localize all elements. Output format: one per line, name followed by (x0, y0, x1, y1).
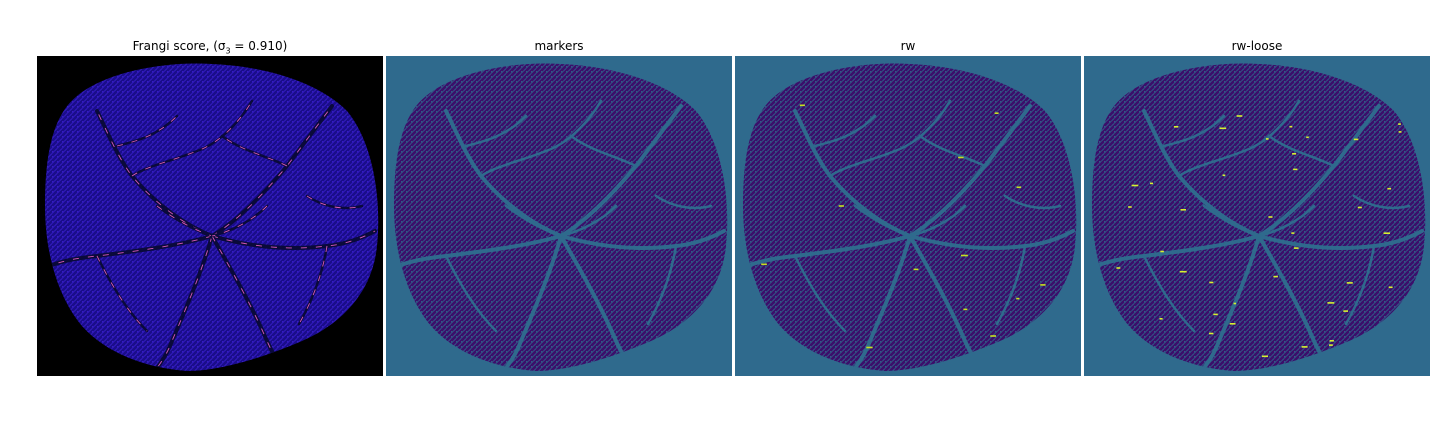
label-speck (1160, 318, 1163, 320)
label-speck (1220, 128, 1227, 130)
label-speck (1180, 271, 1187, 273)
label-speck (1306, 137, 1309, 139)
panel-frangi-image (37, 56, 383, 376)
label-speck (995, 112, 999, 114)
label-speck (1291, 232, 1294, 234)
label-speck (1116, 267, 1120, 269)
panel-title-rw: rw (735, 38, 1081, 54)
label-speck (1294, 247, 1299, 249)
label-speck (839, 205, 844, 207)
label-speck (800, 105, 805, 107)
label-speck (1230, 323, 1236, 325)
label-speck (1016, 298, 1019, 300)
label-speck (1132, 185, 1139, 187)
frangi-image (37, 56, 383, 376)
rw-image (735, 56, 1081, 376)
label-speck (1292, 153, 1296, 155)
label-speck (1234, 303, 1236, 305)
label-speck (1329, 344, 1333, 346)
label-speck (1150, 183, 1153, 185)
panel-markers-image (386, 56, 732, 376)
label-speck (1128, 206, 1132, 208)
label-speck (1040, 284, 1045, 286)
label-speck (1160, 251, 1164, 253)
label-speck (958, 157, 964, 159)
label-speck (1384, 232, 1391, 234)
label-speck (1389, 287, 1393, 289)
label-speck (761, 264, 767, 266)
label-speck (1398, 123, 1401, 125)
label-speck (1290, 126, 1293, 128)
label-speck (1268, 216, 1272, 218)
label-speck (1327, 302, 1334, 304)
label-speck (1347, 282, 1353, 284)
label-speck (1017, 187, 1022, 189)
label-speck (990, 335, 996, 337)
label-speck (1354, 139, 1359, 141)
label-speck (963, 309, 967, 311)
panel-rw-image (735, 56, 1081, 376)
label-speck (1302, 346, 1308, 348)
panel-rw-loose-image (1084, 56, 1430, 376)
label-speck (1387, 188, 1391, 190)
label-speck (1293, 169, 1297, 171)
label-speck (961, 255, 968, 257)
label-speck (1209, 282, 1213, 284)
label-speck (1399, 131, 1402, 133)
label-speck (1330, 340, 1334, 342)
label-speck (1266, 138, 1269, 140)
label-speck (1181, 209, 1187, 211)
label-speck (1358, 207, 1362, 209)
panel-title-markers: markers (386, 38, 732, 54)
label-speck (866, 347, 872, 349)
label-speck (1343, 310, 1348, 312)
label-speck (1213, 314, 1218, 316)
label-speck (1273, 276, 1278, 278)
label-speck (1223, 175, 1226, 177)
label-speck (1174, 126, 1179, 128)
label-speck (1262, 356, 1268, 358)
rw-loose-image (1084, 56, 1430, 376)
label-speck (1209, 333, 1213, 335)
panel-title-rw-loose: rw-loose (1084, 38, 1430, 54)
label-speck (1237, 115, 1243, 117)
label-speck (914, 269, 919, 271)
markers-image (386, 56, 732, 376)
